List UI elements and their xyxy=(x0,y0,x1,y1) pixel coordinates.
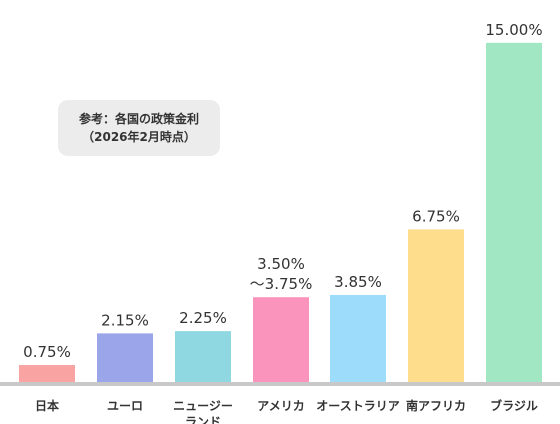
bar-4 xyxy=(253,297,309,382)
category-label-4-1: アメリカ xyxy=(257,399,304,413)
policy-rate-note: 参考：各国の政策金利 （2026年2月時点） xyxy=(58,100,220,156)
category-label-7-1: ブラジル xyxy=(490,398,538,413)
category-label-6-1: 南アフリカ xyxy=(406,398,466,413)
value-label-2-1: 2.15% xyxy=(101,311,149,329)
note-date: （2026年2月時点） xyxy=(82,130,196,144)
bar-3 xyxy=(175,331,231,382)
category-label-3-1: ニュージー xyxy=(173,399,233,413)
value-label-6-1: 6.75% xyxy=(412,207,460,225)
value-label-5-1: 3.85% xyxy=(334,273,382,291)
value-label-1-1: 0.75% xyxy=(23,343,71,361)
category-label-2-1: ユーロ xyxy=(107,399,143,413)
note-title: 参考：各国の政策金利 xyxy=(78,112,199,126)
bar-5 xyxy=(330,294,386,382)
bar-1 xyxy=(19,365,75,382)
value-label-4-2: ～3.75% xyxy=(250,275,313,293)
value-label-7-1: 15.00% xyxy=(485,21,542,39)
bar-7 xyxy=(486,42,542,382)
value-label-4-1: 3.50% xyxy=(257,255,305,273)
x-axis-baseline xyxy=(0,382,560,386)
category-label-5-1: オーストラリア xyxy=(316,399,399,413)
value-label-3-1: 2.25% xyxy=(179,309,227,327)
category-label-3-2: ランド xyxy=(185,415,221,424)
bar-2 xyxy=(97,333,153,382)
bar-6 xyxy=(408,229,464,382)
category-label-1-1: 日本 xyxy=(35,398,59,413)
